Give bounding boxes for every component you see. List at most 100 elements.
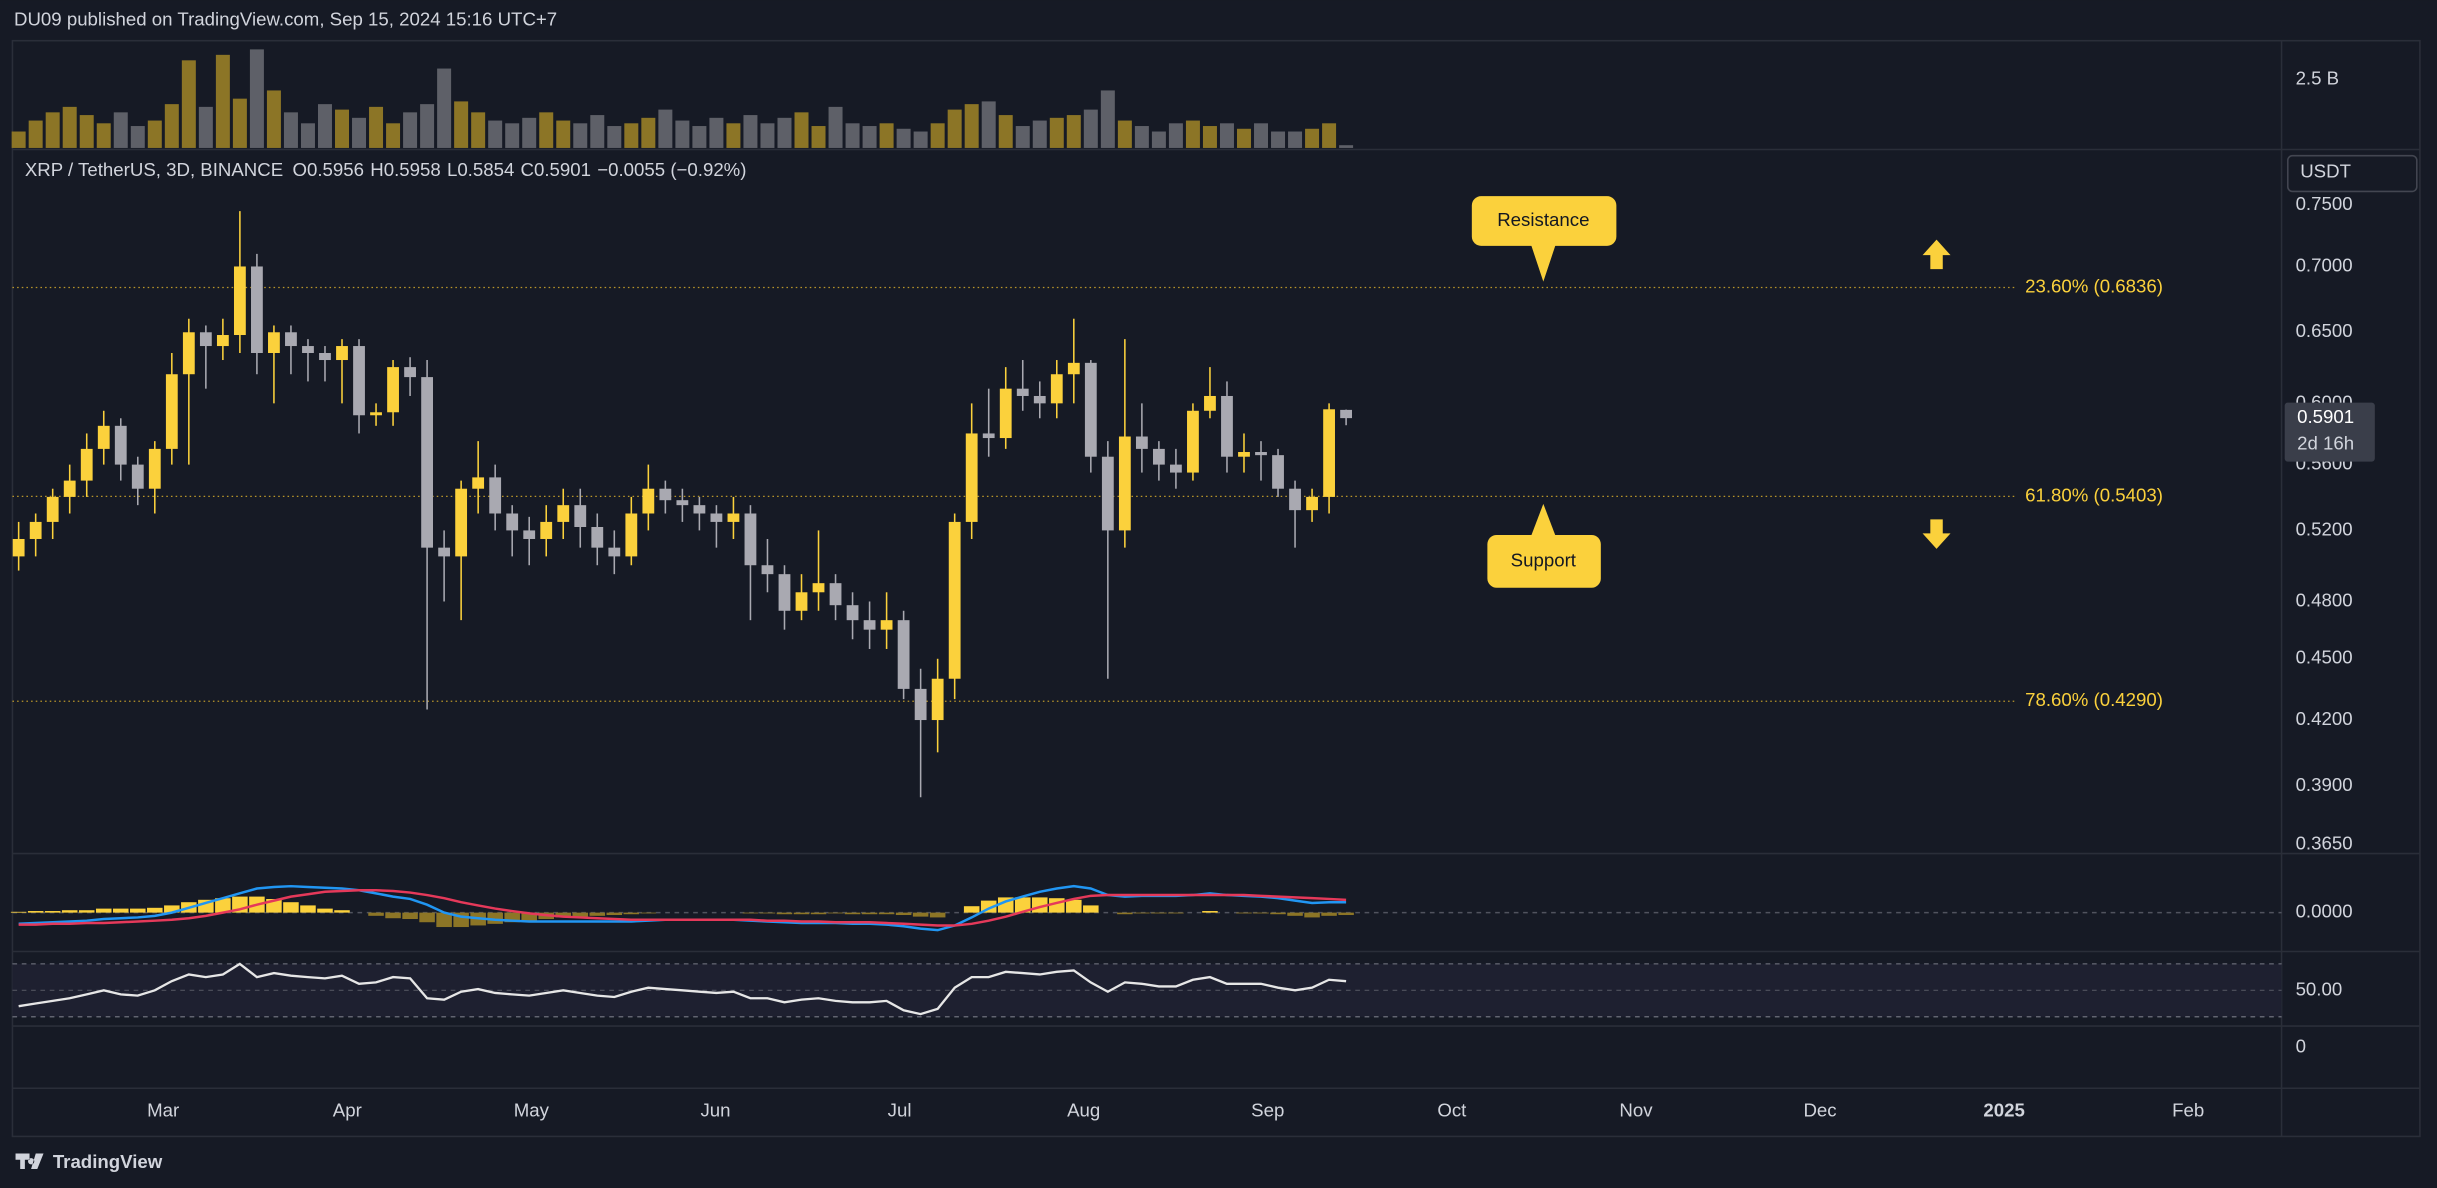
y-tick-label: 0.3650 (2296, 833, 2353, 854)
macd-hist-bar (1236, 912, 1252, 914)
candle-body (727, 513, 740, 522)
volume-bar (1134, 126, 1149, 148)
macd-hist-bar (1287, 912, 1303, 916)
volume-bar (420, 104, 435, 148)
macd-hist-bar (385, 912, 401, 919)
volume-bar (981, 101, 996, 148)
volume-bar (624, 123, 639, 148)
x-tick-label: Apr (333, 1099, 362, 1120)
price-label-box (2284, 402, 2375, 462)
candle-body (642, 488, 655, 514)
volume-bar (726, 123, 741, 148)
volume-bar (249, 49, 264, 148)
frame (11, 39, 2421, 1138)
candle-body (114, 425, 127, 465)
candle-body (914, 688, 927, 721)
candle-body (846, 605, 859, 621)
volume-bar (607, 126, 622, 148)
candle-body (744, 513, 757, 566)
candle-body (1238, 452, 1250, 457)
volume-bar (641, 117, 656, 148)
volume-bar (164, 104, 179, 148)
candle-body (1033, 395, 1046, 404)
volume-bar (1254, 123, 1269, 148)
macd-hist-bar (147, 907, 163, 913)
candle-body (1152, 448, 1165, 465)
support-label: Support (1511, 549, 1577, 570)
candle-body (455, 488, 468, 557)
candle-body (999, 388, 1012, 439)
volume-bar (1100, 90, 1115, 148)
price-label: 0.5901 (2297, 406, 2354, 427)
macd-hist-bar (521, 912, 537, 921)
candle-body (489, 477, 502, 514)
macd-hist-bar (623, 912, 640, 915)
legend: XRP / TetherUS, 3D, BINANCE O0.5956 H0.595… (25, 159, 747, 180)
volume-bar (743, 115, 758, 148)
candle-body (63, 480, 76, 497)
candle-body (302, 346, 314, 354)
volume-bar (352, 117, 367, 148)
candle-body (1255, 452, 1267, 456)
candle-body (131, 464, 144, 489)
candle-body (1050, 374, 1063, 404)
volume-bar (1322, 123, 1337, 148)
fib-label: 23.60% (0.6836) (2025, 275, 2163, 296)
y-tick-label: 0.5200 (2296, 518, 2353, 539)
volume-bar (658, 109, 673, 148)
macd-hist-bar (10, 911, 27, 913)
volume-bar (573, 123, 588, 148)
candle-body (216, 335, 229, 347)
volume-bar (266, 90, 281, 148)
macd-hist-bar (61, 910, 78, 913)
candle-body (608, 547, 621, 557)
volume-bar (964, 104, 979, 148)
resistance-pointer (1530, 244, 1556, 282)
candle-body (199, 332, 212, 347)
candle-body (353, 346, 365, 416)
macd-hist-bar (929, 912, 946, 918)
volume-bar (522, 117, 537, 148)
volume-bar (96, 123, 111, 148)
volume-bar (471, 112, 486, 148)
volume-bar (283, 112, 298, 148)
up-arrow (1922, 239, 1951, 270)
candle-body (897, 620, 910, 689)
volume-bar (198, 106, 213, 148)
logo-icon (15, 1153, 44, 1170)
macd-hist-bar (78, 910, 95, 913)
macd-hist-bar (164, 905, 180, 913)
legend-prefix: H (370, 159, 383, 180)
macd-hist-bar (1338, 912, 1354, 916)
volume-bar (488, 120, 503, 148)
volume-bar (215, 54, 230, 148)
x-tick-label: May (514, 1099, 550, 1120)
y-tick-label: 0.4800 (2296, 589, 2353, 610)
volume-bar (862, 126, 877, 148)
volume-bar (947, 109, 962, 148)
volume-bar (794, 112, 809, 148)
candle-body (659, 488, 672, 501)
volume-bar (1066, 115, 1081, 148)
macd-hist-bar (487, 912, 503, 924)
candle-body (1170, 464, 1182, 473)
volume-bar (1202, 126, 1217, 148)
volume-bar (11, 131, 26, 148)
candle-body (1187, 410, 1199, 473)
volume-bar (709, 117, 724, 148)
candle-body (421, 377, 434, 548)
x-tick-label: Mar (147, 1099, 179, 1120)
volume-bar (1083, 109, 1098, 148)
candle-body (506, 513, 519, 531)
macd-hist-bar (44, 911, 61, 913)
volume-bar (454, 101, 469, 148)
macd-hist-bar (793, 912, 810, 915)
y-tick-label: 0.7500 (2296, 193, 2353, 214)
macd-hist-bar (112, 908, 129, 913)
volume-bar (505, 123, 520, 148)
y-tick-label: 0.4200 (2296, 708, 2353, 729)
candle-body (1135, 436, 1148, 449)
volume-bar (539, 112, 554, 148)
candle-body (29, 521, 42, 539)
macd-hist-bar (95, 908, 112, 913)
